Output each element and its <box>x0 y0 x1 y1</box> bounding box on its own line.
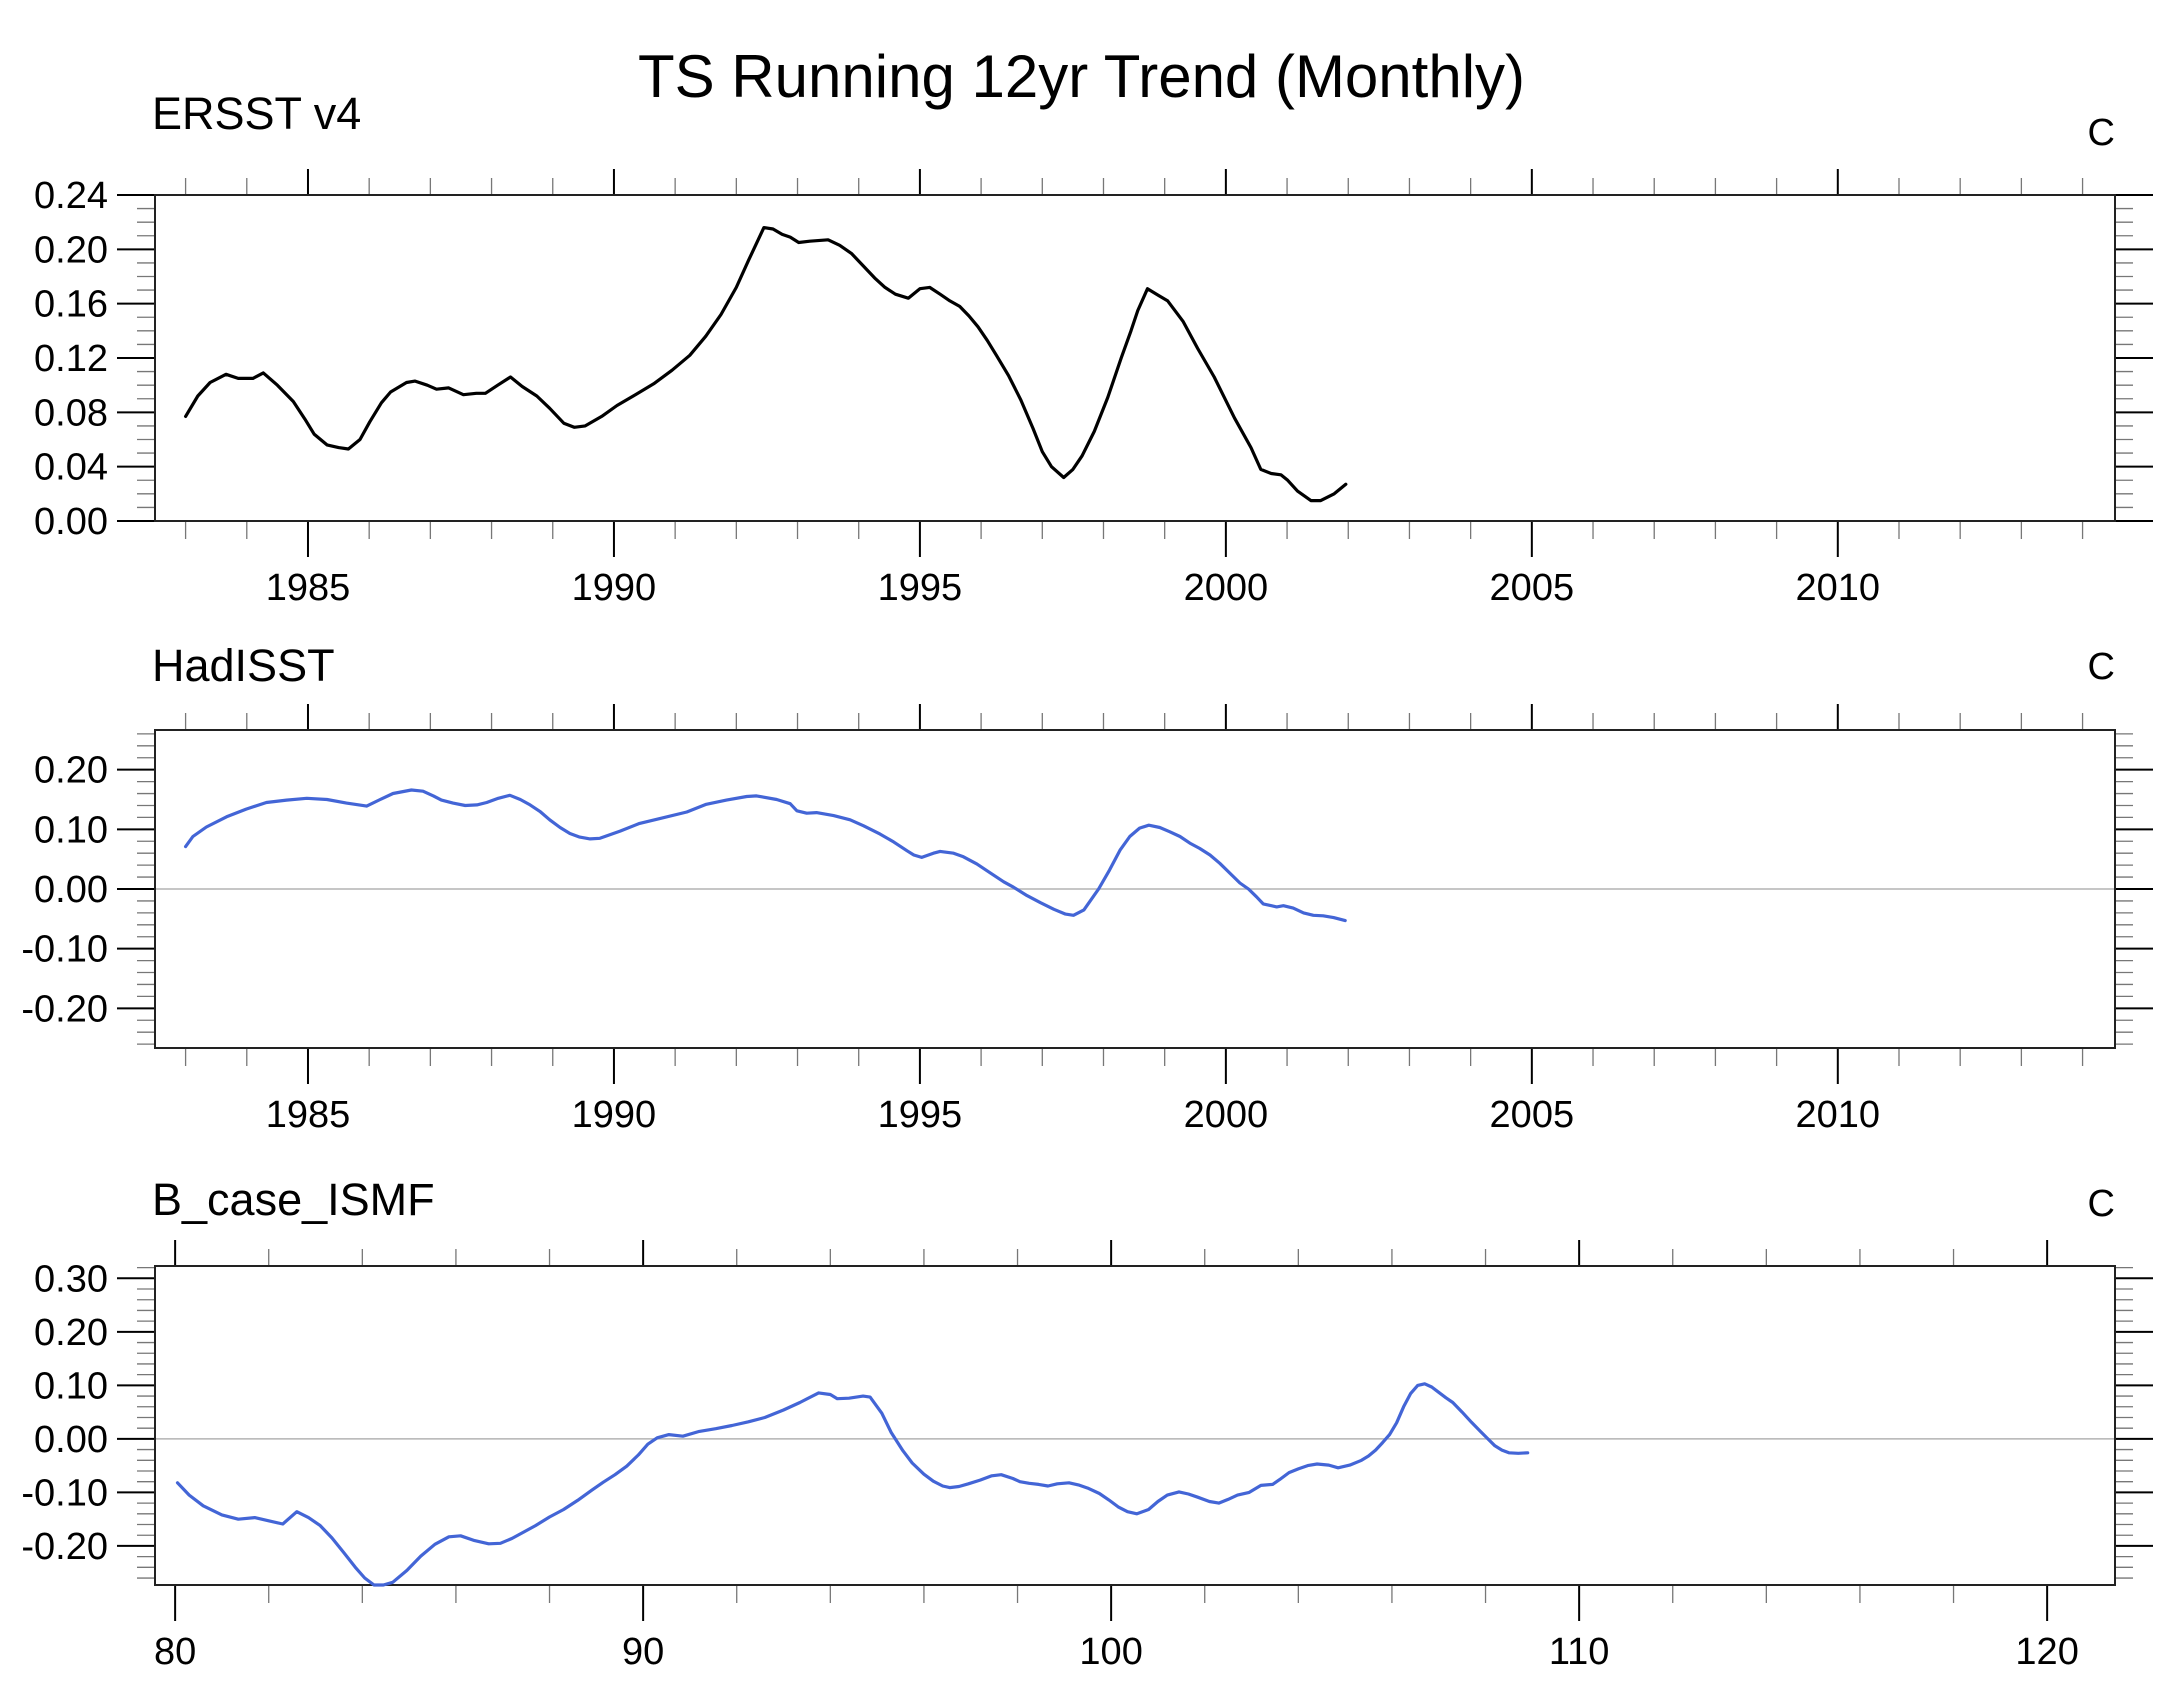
y-axis-tick-label: 0.10 <box>34 809 108 851</box>
y-axis-tick-label: -0.20 <box>21 1526 108 1568</box>
panel-frame-b-case-ismf <box>154 1265 2116 1586</box>
x-axis-tick-label: 1985 <box>266 567 351 609</box>
y-axis-tick-label: 0.00 <box>34 501 108 543</box>
x-axis-tick-label: 1995 <box>878 567 963 609</box>
y-axis-tick-label: -0.10 <box>21 1472 108 1514</box>
x-axis-tick-label: 2010 <box>1796 1094 1881 1136</box>
y-axis-tick-label: 0.30 <box>34 1258 108 1300</box>
y-axis-tick-label: -0.20 <box>21 988 108 1030</box>
x-axis-tick-label: 80 <box>154 1631 196 1673</box>
data-line-hadisst <box>184 788 1347 923</box>
y-axis-tick-label: 0.08 <box>34 392 108 434</box>
x-axis-tick-label: 1990 <box>572 567 657 609</box>
data-line-b-case-ismf <box>175 1382 1530 1587</box>
page-title: TS Running 12yr Trend (Monthly) <box>637 43 1526 111</box>
panel-frame-hadisst <box>154 729 2116 1049</box>
y-axis-tick-label: 0.12 <box>34 338 108 380</box>
y-axis-tick-label: -0.10 <box>21 929 108 971</box>
x-axis-tick-label: 120 <box>2015 1631 2078 1673</box>
panel-title-hadisst: HadISST <box>152 640 335 691</box>
x-axis-tick-label: 2005 <box>1490 1094 1575 1136</box>
panel-title-ersst-v4: ERSST v4 <box>152 88 362 139</box>
y-axis-tick-label: 0.20 <box>34 750 108 792</box>
y-axis-tick-label: 0.16 <box>34 284 108 326</box>
unit-label-hadisst: C <box>2087 646 2115 688</box>
y-axis-tick-label: 0.20 <box>34 1312 108 1354</box>
unit-label-ersst-v4: C <box>2087 112 2115 154</box>
unit-label-b-case-ismf: C <box>2087 1183 2115 1225</box>
y-axis-tick-label: 0.20 <box>34 229 108 271</box>
x-axis-tick-label: 90 <box>622 1631 664 1673</box>
x-axis-tick-label: 1990 <box>572 1094 657 1136</box>
y-axis-tick-label: 0.04 <box>34 447 108 489</box>
x-axis-tick-label: 100 <box>1079 1631 1142 1673</box>
x-axis-tick-label: 110 <box>1549 1631 1610 1673</box>
x-axis-tick-label: 1995 <box>878 1094 963 1136</box>
y-axis-tick-label: 0.00 <box>34 869 108 911</box>
x-axis-tick-label: 1985 <box>266 1094 351 1136</box>
data-line-ersst-v4 <box>184 226 1348 503</box>
x-axis-tick-label: 2010 <box>1796 567 1881 609</box>
x-axis-tick-label: 2005 <box>1490 567 1575 609</box>
y-axis-tick-label: 0.24 <box>34 175 108 217</box>
x-axis-tick-label: 2000 <box>1184 1094 1269 1136</box>
panel-title-b-case-ismf: B_case_ISMF <box>152 1174 435 1225</box>
x-axis-tick-label: 2000 <box>1184 567 1269 609</box>
panel-frame-ersst-v4 <box>154 194 2116 522</box>
y-axis-tick-label: 0.10 <box>34 1365 108 1407</box>
y-axis-tick-label: 0.00 <box>34 1419 108 1461</box>
